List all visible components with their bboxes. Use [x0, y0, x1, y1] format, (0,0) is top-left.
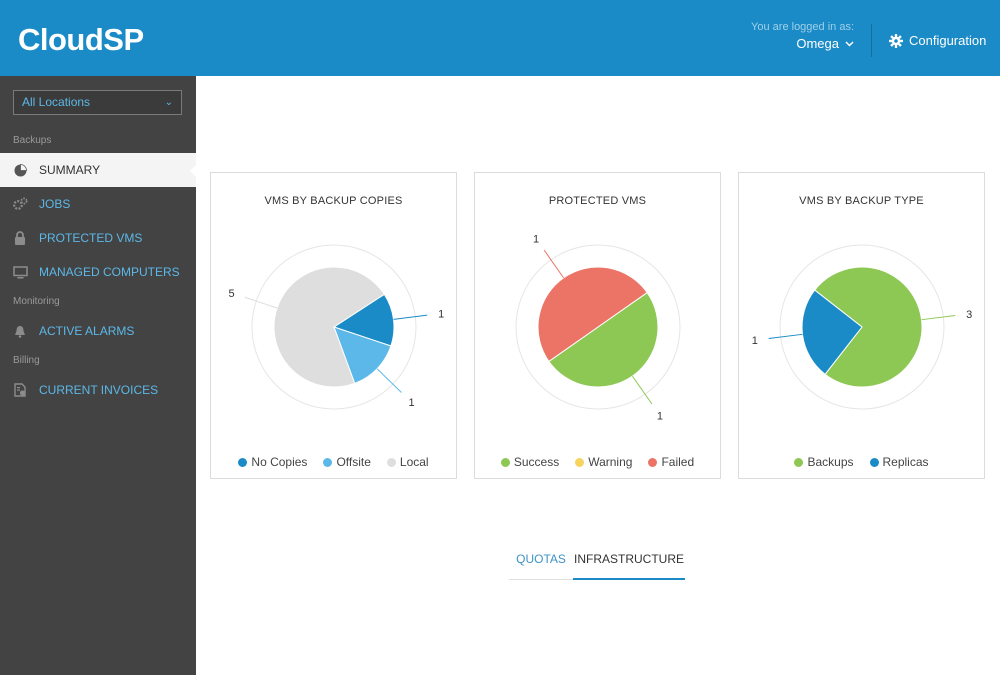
user-login-info: You are logged in as: Omega [751, 21, 854, 53]
legend-label: Replicas [882, 455, 929, 469]
pie-chart-protected-vms: 11 [515, 234, 681, 422]
legend-swatch [648, 457, 658, 467]
chart-title: VMS BY BACKUP TYPE [799, 195, 924, 207]
pie-label-leader [244, 296, 278, 309]
sidebar-item-managed-computers[interactable]: MANAGED COMPUTERS [0, 255, 196, 289]
location-select[interactable]: All Locations ⌄ [13, 90, 182, 115]
gears-icon [12, 196, 28, 212]
sidebar-item-active-alarms[interactable]: ACTIVE ALARMS [0, 314, 196, 348]
chevron-down-icon [845, 40, 854, 47]
legend-item-offsite[interactable]: Offsite [323, 455, 371, 469]
legend-item-failed[interactable]: Failed [648, 455, 694, 469]
sidebar-item-summary[interactable]: SUMMARY [0, 153, 196, 187]
tab-quotas[interactable]: QUOTAS [516, 552, 566, 566]
legend-item-warning[interactable]: Warning [575, 455, 632, 469]
legend-label: Success [513, 455, 560, 469]
pie-slice-failed[interactable] [537, 266, 648, 363]
pie-value-label-local: 5 [228, 288, 234, 300]
legend-swatch [323, 457, 333, 467]
legend-label: Offsite [336, 455, 371, 469]
legend-label: Warning [588, 455, 633, 469]
pie-value-label-success: 1 [657, 410, 663, 422]
chart-card-backup-copies: VMS BY BACKUP COPIES 1 1 5 No Copies Offsi… [210, 172, 457, 479]
pie-chart-backup-type: 31 [752, 244, 972, 410]
pie-slice-no-copies[interactable] [332, 293, 395, 347]
pie-chart-backup-copies: 1 1 5 [228, 244, 444, 410]
section-label-backups: Backups [13, 135, 52, 146]
sidebar-item-current-invoices[interactable]: CURRENT INVOICES [0, 373, 196, 407]
sidebar-item-label: JOBS [39, 197, 71, 211]
sidebar-item-label: SUMMARY [39, 163, 101, 177]
tab-infrastructure[interactable]: INFRASTRUCTURE [573, 544, 685, 580]
legend-item-local[interactable]: Local [386, 455, 429, 469]
chart-legend: Backups Replicas [739, 455, 984, 469]
pie-label-leader [768, 333, 803, 339]
sidebar-item-label: ACTIVE ALARMS [39, 324, 135, 338]
chart-title: VMS BY BACKUP COPIES [264, 195, 403, 207]
legend-label: Local [399, 455, 429, 469]
section-label-billing: Billing [13, 355, 40, 366]
pie-label-leader [921, 315, 956, 321]
monitor-icon [12, 264, 28, 280]
bottom-tabs: QUOTAS INFRASTRUCTURE [509, 544, 685, 580]
legend-swatch [794, 457, 804, 467]
legend-item-replicas[interactable]: Replicas [869, 455, 929, 469]
legend-item-success[interactable]: Success [500, 455, 560, 469]
pie-slice-replicas[interactable] [801, 289, 863, 375]
bell-icon [12, 323, 28, 339]
sidebar-item-label: PROTECTED VMS [39, 231, 143, 245]
pie-slice-backups[interactable] [814, 266, 923, 388]
pie-slice-offsite[interactable] [333, 326, 392, 384]
user-name: Omega [796, 36, 839, 51]
section-label-monitoring: Monitoring [13, 296, 60, 307]
chevron-down-icon: ⌄ [164, 97, 173, 108]
legend-label: Failed [661, 455, 695, 469]
chart-outer-ring [515, 244, 681, 410]
chart-title: PROTECTED VMS [548, 195, 647, 207]
legend-label: No Copies [251, 455, 308, 469]
pie-chart-icon [12, 162, 28, 178]
chart-outer-ring [779, 244, 945, 410]
app-logo: CloudSP [18, 22, 144, 57]
legend-swatch [869, 457, 879, 467]
pie-value-label-replicas: 1 [752, 335, 758, 347]
lock-icon [12, 230, 28, 246]
app-header: CloudSP You are logged in as: Omega Conf… [0, 0, 1000, 76]
sidebar-item-label: CURRENT INVOICES [39, 383, 159, 397]
configuration-label: Configuration [909, 33, 987, 48]
legend-swatch [386, 457, 396, 467]
sidebar-item-jobs[interactable]: JOBS [0, 187, 196, 221]
user-menu[interactable]: Omega [796, 36, 854, 51]
pie-label-leader [376, 368, 402, 393]
pie-value-label-failed: 1 [533, 234, 539, 246]
login-caption: You are logged in as: [751, 21, 854, 33]
sidebar: All Locations ⌄ Backups SUMMARY JOBS PRO… [0, 76, 196, 675]
pie-label-leader [543, 249, 564, 279]
legend-item-no-copies[interactable]: No Copies [238, 455, 307, 469]
chart-legend: Success Warning Failed [475, 455, 720, 469]
legend-label: Backups [807, 455, 854, 469]
legend-swatch [238, 457, 248, 467]
header-divider [871, 24, 872, 57]
sidebar-item-protected-vms[interactable]: PROTECTED VMS [0, 221, 196, 255]
invoice-icon [12, 382, 28, 398]
legend-item-backups[interactable]: Backups [794, 455, 854, 469]
chart-legend: No Copies Offsite Local [211, 455, 456, 469]
legend-swatch [575, 457, 585, 467]
location-select-value: All Locations [22, 95, 91, 109]
gear-icon [889, 33, 903, 48]
pie-value-label-offsite: 1 [408, 397, 414, 409]
legend-swatch [500, 457, 510, 467]
pie-value-label-backups: 3 [966, 309, 972, 321]
chart-outer-ring [251, 244, 417, 410]
pie-label-leader [632, 375, 653, 405]
pie-label-leader [393, 314, 428, 320]
sidebar-item-label: MANAGED COMPUTERS [39, 265, 180, 279]
pie-value-label-no-copies: 1 [438, 308, 444, 320]
configuration-button[interactable]: Configuration [889, 33, 986, 48]
